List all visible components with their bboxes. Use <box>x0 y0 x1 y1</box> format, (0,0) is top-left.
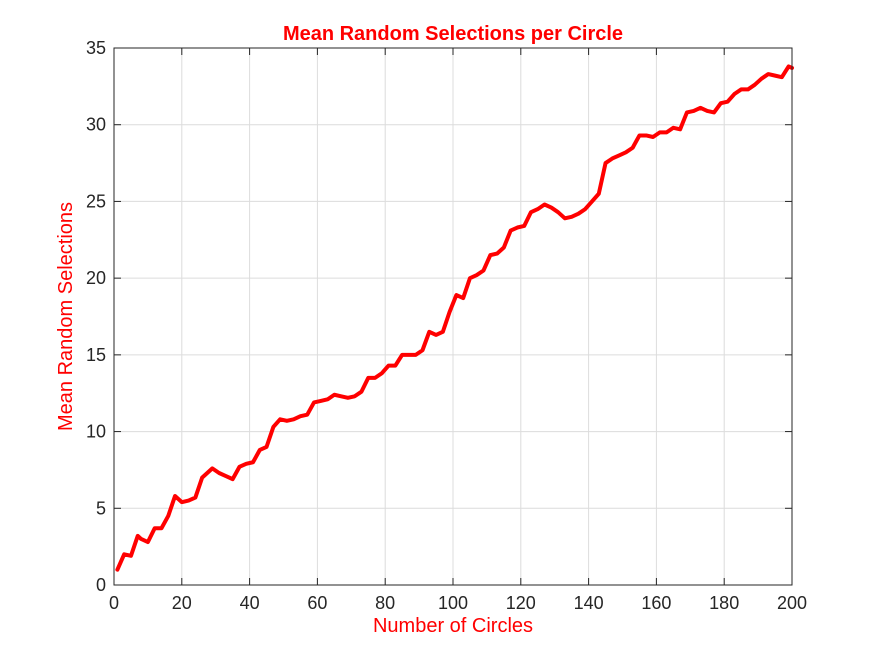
x-tick-label: 80 <box>375 593 395 613</box>
y-tick-label: 10 <box>86 422 106 442</box>
grid-lines <box>114 48 792 585</box>
x-tick-label: 120 <box>506 593 536 613</box>
x-tick-label: 140 <box>574 593 604 613</box>
x-axis-label: Number of Circles <box>373 615 533 637</box>
series-layer <box>115 64 794 572</box>
x-tick-label: 160 <box>641 593 671 613</box>
series-line-0 <box>115 64 794 572</box>
x-tick-label: 0 <box>109 593 119 613</box>
x-tick-label: 60 <box>307 593 327 613</box>
x-tick-labels: 0 20 40 60 80 100 120 140 160 180 200 <box>109 593 807 613</box>
y-axis-label: Mean Random Selections <box>55 202 77 431</box>
y-tick-label: 25 <box>86 191 106 211</box>
y-tick-labels: 0 5 10 15 20 25 30 35 <box>86 38 106 595</box>
y-tick-label: 5 <box>96 498 106 518</box>
x-tick-label: 180 <box>709 593 739 613</box>
y-tick-label: 15 <box>86 345 106 365</box>
x-tick-label: 20 <box>172 593 192 613</box>
y-tick-label: 30 <box>86 115 106 135</box>
chart-title: Mean Random Selections per Circle <box>283 23 623 45</box>
ticks <box>113 47 793 586</box>
x-tick-label: 40 <box>240 593 260 613</box>
y-tick-label: 0 <box>96 575 106 595</box>
y-tick-label: 35 <box>86 38 106 58</box>
x-tick-label: 100 <box>438 593 468 613</box>
y-tick-label: 20 <box>86 268 106 288</box>
x-tick-label: 200 <box>777 593 807 613</box>
